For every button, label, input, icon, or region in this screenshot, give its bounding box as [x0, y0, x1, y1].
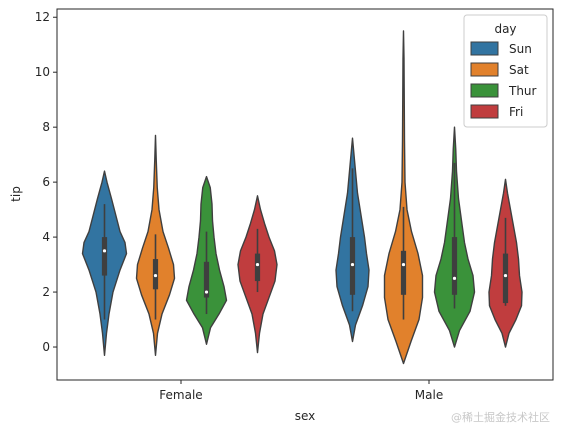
violin-median-dot — [452, 276, 457, 280]
y-tick-label: 2 — [42, 285, 50, 299]
x-tick-label-male: Male — [415, 388, 443, 402]
legend-title: day — [494, 22, 516, 36]
violin-sat-female — [135, 134, 176, 356]
watermark: @稀土掘金技术社区 — [451, 411, 550, 424]
violin-iqr-box — [203, 261, 210, 298]
y-tick-label: 12 — [35, 10, 50, 24]
y-tick-label: 4 — [42, 230, 50, 244]
violin-median-dot — [153, 273, 158, 278]
y-axis-label: tip — [9, 186, 23, 202]
y-tick-label: 10 — [35, 65, 50, 79]
violin-iqr-box — [254, 253, 261, 282]
x-axis-label: sex — [295, 409, 316, 423]
x-tick-label-female: Female — [159, 388, 202, 402]
violin-body — [383, 30, 424, 365]
violin-median-dot — [350, 262, 355, 267]
violin-iqr-box — [502, 253, 509, 304]
violin-layer — [81, 30, 523, 365]
violin-thur-female — [185, 175, 228, 345]
violin-fri-female — [237, 195, 278, 354]
y-tick-label: 6 — [42, 175, 50, 189]
y-axis: 0 2 4 6 8 10 12 — [35, 10, 57, 354]
violin-sat-male — [383, 30, 424, 365]
y-tick-label: 0 — [42, 340, 50, 354]
violin-median-dot — [102, 249, 107, 253]
legend-swatch-fri — [470, 104, 499, 119]
legend-swatch-sat — [470, 62, 499, 77]
violin-iqr-box — [400, 250, 407, 295]
legend: day Sun Sat Thur Fri — [463, 14, 548, 128]
violin-sun-female — [81, 170, 128, 356]
violin-median-dot — [255, 262, 260, 267]
violin-median-dot — [204, 290, 209, 294]
legend-swatch-sun — [470, 41, 499, 56]
legend-label-thur: Thur — [508, 84, 537, 98]
violin-fri-male — [488, 178, 523, 348]
y-tick-label: 8 — [42, 120, 50, 134]
legend-label-fri: Fri — [509, 105, 523, 119]
violin-iqr-box — [451, 237, 458, 295]
legend-label-sat: Sat — [509, 63, 529, 77]
x-axis: Female Male — [159, 380, 443, 402]
violin-iqr-box — [101, 237, 108, 276]
violin-median-dot — [401, 262, 406, 267]
plot-frame — [56, 8, 554, 381]
legend-swatch-thur — [470, 83, 499, 98]
violin-median-dot — [503, 273, 508, 278]
legend-label-sun: Sun — [509, 42, 532, 56]
violin-sun-male — [335, 137, 370, 343]
violin-thur-male — [433, 126, 476, 348]
